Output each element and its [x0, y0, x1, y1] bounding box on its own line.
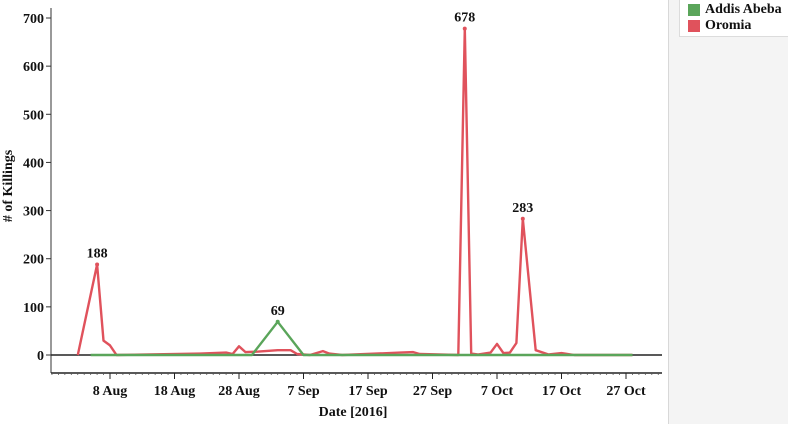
chart-area: 0 100 200 300 400 500 600 700 8 Aug 18 Aug 28 Aug…	[1, 8, 662, 420]
green-swatch-icon	[688, 4, 700, 16]
x-axis: 8 Aug 18 Aug 28 Aug 7 Sep 17 Sep 27 Sep 7 Oct 1…	[51, 372, 662, 399]
line-chart: 0 100 200 300 400 500 600 700 8 Aug 18 Aug 28 Aug…	[1, 8, 662, 420]
y-tick-label: 0	[37, 349, 44, 364]
red-swatch-icon	[688, 20, 700, 32]
y-tick-label: 700	[23, 12, 44, 27]
peak-value-label: 188	[87, 246, 108, 261]
series-line-addis-abeba	[90, 320, 633, 357]
legend: Addis Abeba Oromia	[679, 0, 788, 37]
y-tick-label: 400	[23, 156, 44, 171]
peak-value-label: 69	[271, 304, 285, 319]
y-axis-label: # of Killings	[1, 149, 16, 222]
peak-marker	[95, 262, 100, 267]
x-tick-label: 17 Sep	[348, 384, 388, 399]
peak-value-label: 678	[454, 11, 475, 26]
y-axis: 0 100 200 300 400 500 600 700	[23, 8, 52, 373]
x-tick-label: 8 Aug	[93, 384, 128, 399]
series-layer	[76, 27, 633, 357]
annotation-layer: 69 188 678 283	[87, 11, 533, 324]
x-tick-label: 7 Sep	[287, 384, 320, 399]
x-tick-label: 28 Aug	[218, 384, 260, 399]
y-tick-label: 300	[23, 205, 44, 220]
y-tick-label: 600	[23, 60, 44, 75]
peak-value-label: 283	[512, 201, 533, 216]
peak-marker	[520, 216, 525, 221]
legend-item-oromia[interactable]: Oromia	[688, 18, 751, 34]
peak-marker	[275, 319, 280, 324]
y-tick-label: 200	[23, 253, 44, 268]
legend-label: Addis Abeba	[705, 2, 782, 17]
x-tick-label: 27 Oct	[606, 384, 646, 399]
series-line-oromia	[76, 27, 633, 357]
peak-marker	[462, 26, 467, 31]
x-axis-label: Date [2016]	[319, 405, 388, 420]
x-tick-label: 17 Oct	[542, 384, 582, 399]
x-tick-label: 18 Aug	[154, 384, 196, 399]
x-tick-label: 27 Sep	[413, 384, 453, 399]
y-tick-label: 100	[23, 301, 44, 316]
y-tick-label: 500	[23, 108, 44, 123]
legend-label: Oromia	[705, 18, 752, 33]
legend-item-addis-abeba[interactable]: Addis Abeba	[688, 2, 782, 18]
legend-panel: Addis Abeba Oromia	[668, 0, 788, 424]
x-tick-label: 7 Oct	[481, 384, 514, 399]
